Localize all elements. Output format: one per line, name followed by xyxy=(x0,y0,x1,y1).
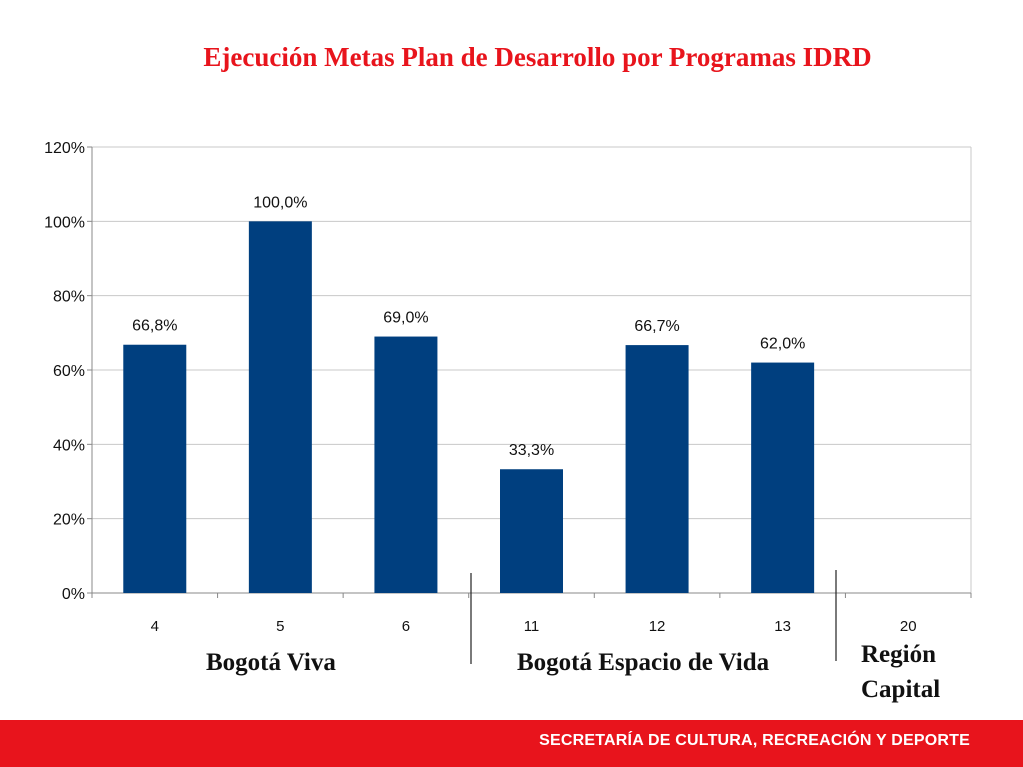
value-label-11: 33,3% xyxy=(509,442,554,459)
x-tick-label-12: 12 xyxy=(649,618,666,635)
bar-5 xyxy=(248,221,312,594)
x-tick-label-20: 20 xyxy=(900,618,917,635)
bar-chart: 0% 20% 40% 60% 80% 100% 120% 66,8% 4 100,0% 5 69,0%… xyxy=(44,140,972,664)
footer-text: SECRETARÍA DE CULTURA, RECREACIÓN Y DEPO… xyxy=(539,732,970,749)
x-tick-label-4: 4 xyxy=(151,618,159,635)
chart-title: Ejecución Metas Plan de Desarrollo por P… xyxy=(203,42,872,72)
value-label-4: 66,8% xyxy=(132,318,177,335)
y-tick-label-60: 60% xyxy=(53,363,85,380)
x-tick-label-11: 11 xyxy=(524,618,540,635)
y-tick-label-40: 40% xyxy=(53,437,85,454)
value-label-6: 69,0% xyxy=(383,310,428,327)
bar-13 xyxy=(751,362,815,593)
bar-11 xyxy=(500,469,563,593)
x-tick-label-6: 6 xyxy=(402,618,410,635)
y-tick-label-120: 120% xyxy=(44,140,85,157)
bar-6 xyxy=(374,336,438,593)
footer-bar: SECRETARÍA DE CULTURA, RECREACIÓN Y DEPO… xyxy=(0,720,1023,767)
group-label-bogota-viva: Bogotá Viva xyxy=(206,649,336,676)
bar-12 xyxy=(625,345,689,593)
value-label-13: 62,0% xyxy=(760,336,805,353)
value-label-12: 66,7% xyxy=(634,318,679,335)
group-label-bogota-espacio-de-vida: Bogotá Espacio de Vida xyxy=(517,649,770,676)
x-tick-label-13: 13 xyxy=(774,618,791,635)
y-tick-label-0: 0% xyxy=(62,586,85,603)
x-tick-label-5: 5 xyxy=(276,618,284,635)
y-tick-label-20: 20% xyxy=(53,512,85,529)
y-tick-label-80: 80% xyxy=(53,289,85,306)
value-label-5: 100,0% xyxy=(253,194,307,211)
bar-4 xyxy=(123,344,187,593)
group-label-region-capital: Región Capital xyxy=(861,641,941,703)
y-tick-label-100: 100% xyxy=(44,214,85,231)
